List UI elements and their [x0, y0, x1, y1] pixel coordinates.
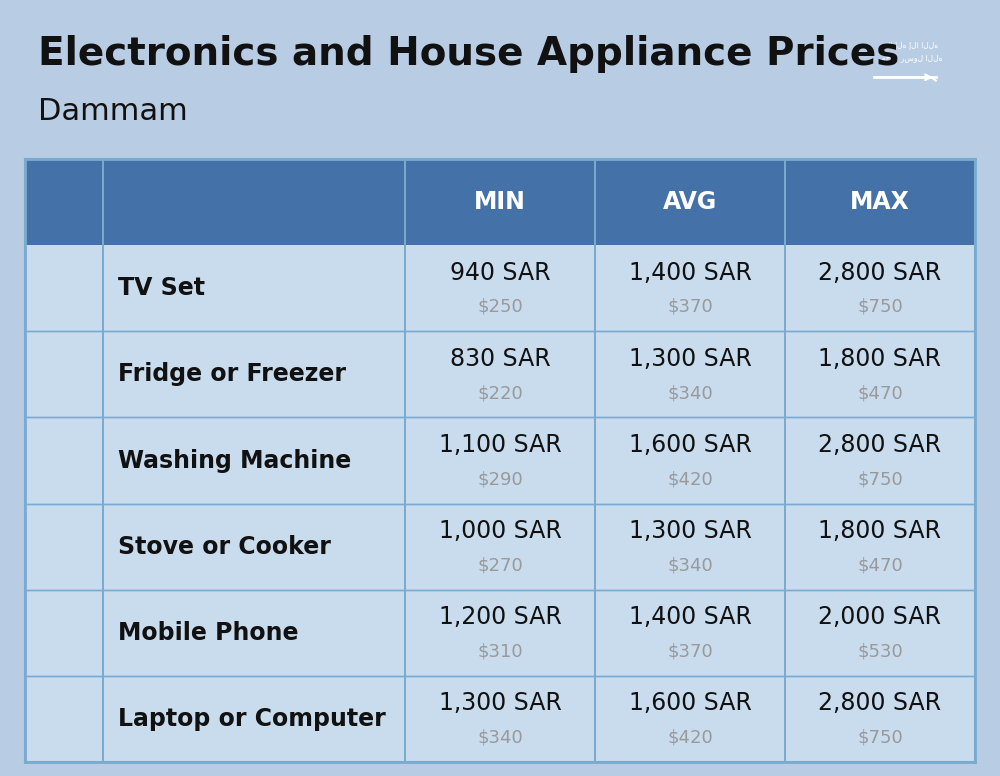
- FancyBboxPatch shape: [44, 604, 84, 662]
- Text: Washing Machine: Washing Machine: [118, 449, 351, 473]
- Text: $420: $420: [667, 470, 713, 488]
- Text: 1,100 SAR: 1,100 SAR: [439, 433, 561, 457]
- FancyBboxPatch shape: [39, 279, 49, 303]
- Text: $370: $370: [667, 643, 713, 660]
- FancyBboxPatch shape: [43, 711, 85, 715]
- FancyBboxPatch shape: [51, 279, 61, 303]
- Text: محمد رسول الله: محمد رسول الله: [881, 54, 943, 64]
- FancyBboxPatch shape: [37, 435, 91, 488]
- FancyBboxPatch shape: [51, 630, 57, 638]
- FancyBboxPatch shape: [63, 622, 70, 629]
- FancyBboxPatch shape: [50, 613, 78, 655]
- Text: 1,200 SAR: 1,200 SAR: [439, 605, 561, 629]
- Circle shape: [55, 522, 63, 529]
- Text: 2,800 SAR: 2,800 SAR: [818, 433, 942, 457]
- Text: 2,000 SAR: 2,000 SAR: [818, 605, 941, 629]
- Text: 2,800 SAR: 2,800 SAR: [818, 691, 942, 715]
- Text: 1,600 SAR: 1,600 SAR: [629, 691, 751, 715]
- Circle shape: [80, 522, 88, 529]
- Text: Dammam: Dammam: [38, 97, 188, 126]
- FancyBboxPatch shape: [57, 622, 63, 629]
- FancyBboxPatch shape: [43, 716, 85, 720]
- Text: $420: $420: [667, 729, 713, 747]
- Text: TV Set: TV Set: [118, 276, 205, 300]
- Text: $530: $530: [857, 643, 903, 660]
- FancyBboxPatch shape: [35, 723, 93, 733]
- Text: 830 SAR: 830 SAR: [450, 347, 550, 371]
- FancyBboxPatch shape: [35, 521, 93, 573]
- Text: 940 SAR: 940 SAR: [450, 261, 550, 285]
- Text: 2,800 SAR: 2,800 SAR: [818, 261, 942, 285]
- FancyBboxPatch shape: [57, 630, 63, 638]
- Text: 1,800 SAR: 1,800 SAR: [818, 347, 941, 371]
- Circle shape: [45, 448, 83, 483]
- FancyBboxPatch shape: [64, 279, 74, 303]
- FancyBboxPatch shape: [43, 701, 85, 705]
- FancyBboxPatch shape: [36, 271, 92, 309]
- Text: Laptop or Computer: Laptop or Computer: [118, 707, 386, 731]
- Text: MAX: MAX: [850, 190, 910, 214]
- Text: Electronics and House Appliance Prices: Electronics and House Appliance Prices: [38, 35, 899, 73]
- FancyBboxPatch shape: [40, 346, 88, 403]
- Circle shape: [43, 522, 50, 529]
- Text: AVG: AVG: [663, 190, 717, 214]
- Text: $250: $250: [477, 298, 523, 316]
- Text: $470: $470: [857, 556, 903, 574]
- Text: $340: $340: [477, 729, 523, 747]
- Text: 1,400 SAR: 1,400 SAR: [629, 605, 751, 629]
- Text: $340: $340: [667, 556, 713, 574]
- Text: Stove or Cooker: Stove or Cooker: [118, 535, 331, 559]
- FancyBboxPatch shape: [63, 630, 70, 638]
- Text: $290: $290: [477, 470, 523, 488]
- FancyBboxPatch shape: [42, 698, 86, 722]
- Text: Fridge or Freezer: Fridge or Freezer: [118, 362, 346, 386]
- Text: 1,300 SAR: 1,300 SAR: [629, 347, 751, 371]
- FancyBboxPatch shape: [51, 622, 57, 629]
- Text: 1,000 SAR: 1,000 SAR: [439, 519, 561, 543]
- FancyBboxPatch shape: [38, 435, 90, 442]
- Circle shape: [53, 455, 75, 476]
- Text: 1,600 SAR: 1,600 SAR: [629, 433, 751, 457]
- FancyBboxPatch shape: [76, 279, 86, 303]
- Text: $750: $750: [857, 729, 903, 747]
- Text: 1,300 SAR: 1,300 SAR: [439, 691, 561, 715]
- FancyBboxPatch shape: [70, 622, 76, 629]
- Text: $220: $220: [477, 384, 523, 402]
- Circle shape: [68, 522, 75, 529]
- FancyBboxPatch shape: [70, 630, 76, 638]
- Text: $310: $310: [477, 643, 523, 660]
- FancyBboxPatch shape: [41, 534, 87, 566]
- Text: 1,400 SAR: 1,400 SAR: [629, 261, 751, 285]
- Text: Mobile Phone: Mobile Phone: [118, 621, 298, 645]
- Text: $750: $750: [857, 298, 903, 316]
- Text: لا إله إلا الله: لا إله إلا الله: [885, 41, 939, 50]
- Text: $370: $370: [667, 298, 713, 316]
- FancyBboxPatch shape: [43, 706, 85, 710]
- Text: MIN: MIN: [474, 190, 526, 214]
- Text: $270: $270: [477, 556, 523, 574]
- FancyBboxPatch shape: [38, 693, 90, 726]
- Text: 1,800 SAR: 1,800 SAR: [818, 519, 941, 543]
- Text: 1,300 SAR: 1,300 SAR: [629, 519, 751, 543]
- Text: $470: $470: [857, 384, 903, 402]
- FancyBboxPatch shape: [54, 726, 74, 731]
- Text: $340: $340: [667, 384, 713, 402]
- Text: $750: $750: [857, 470, 903, 488]
